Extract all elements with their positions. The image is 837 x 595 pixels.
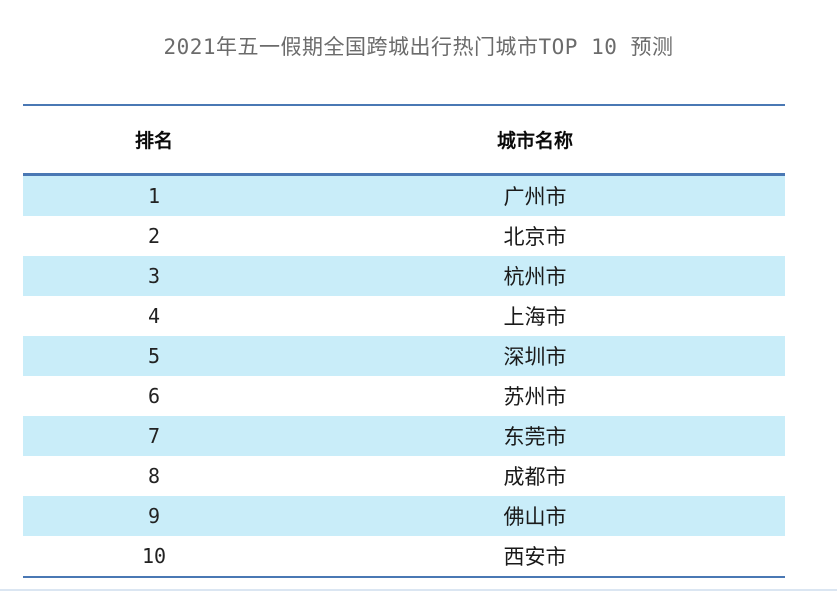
table-row: 7 东莞市 (23, 416, 785, 456)
table-row: 5 深圳市 (23, 336, 785, 376)
city-cell: 上海市 (503, 306, 567, 329)
table-row: 9 佛山市 (23, 496, 785, 536)
table-row: 4 上海市 (23, 296, 785, 336)
city-cell: 杭州市 (503, 266, 567, 289)
rank-cell: 3 (147, 264, 161, 288)
table-row: 8 成都市 (23, 456, 785, 496)
rank-cell: 8 (147, 464, 161, 488)
column-header-rank: 排名 (134, 131, 173, 152)
column-header-city: 城市名称 (496, 131, 573, 152)
city-cell: 西安市 (503, 546, 567, 569)
table-row: 10 西安市 (23, 536, 785, 576)
rank-cell: 2 (147, 224, 161, 248)
city-cell: 深圳市 (503, 346, 567, 369)
rank-cell: 6 (147, 384, 161, 408)
page-bottom-divider (0, 589, 837, 591)
table-row: 2 北京市 (23, 216, 785, 256)
city-cell: 苏州市 (503, 386, 567, 409)
rank-cell: 5 (147, 344, 161, 368)
rank-cell: 7 (147, 424, 161, 448)
table-row: 1 广州市 (23, 176, 785, 216)
rank-cell: 9 (147, 504, 161, 528)
rank-cell: 4 (147, 304, 161, 328)
city-cell: 广州市 (503, 186, 567, 209)
city-cell: 成都市 (503, 466, 567, 489)
rank-cell: 1 (147, 184, 161, 208)
city-cell: 东莞市 (503, 426, 567, 449)
table-header-row: 排名 城市名称 (23, 106, 785, 176)
rank-cell: 10 (141, 544, 167, 568)
table-row: 3 杭州市 (23, 256, 785, 296)
city-cell: 北京市 (503, 226, 567, 249)
page-title: 2021年五一假期全国跨城出行热门城市TOP 10 预测 (163, 35, 674, 59)
top10-cities-table: 排名 城市名称 1 广州市 2 北京市 3 杭州市 4 上海市 5 深圳市 6 … (23, 104, 785, 578)
city-cell: 佛山市 (503, 506, 567, 529)
table-row: 6 苏州市 (23, 376, 785, 416)
